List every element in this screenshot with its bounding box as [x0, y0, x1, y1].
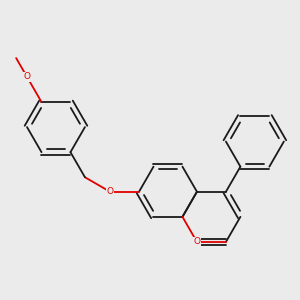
- Text: O: O: [23, 72, 31, 81]
- Text: O: O: [194, 237, 200, 246]
- Text: O: O: [106, 187, 113, 196]
- Text: O: O: [194, 237, 200, 246]
